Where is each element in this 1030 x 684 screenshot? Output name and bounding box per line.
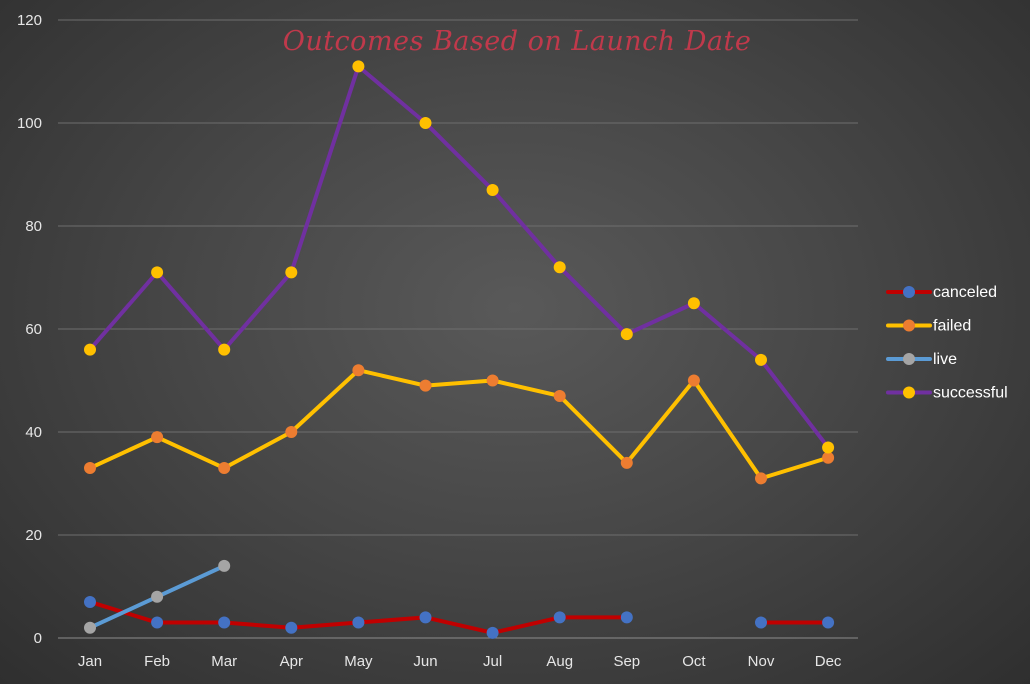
data-point-successful [84, 343, 96, 356]
data-point-canceled [419, 611, 432, 624]
data-point-live [218, 559, 231, 572]
series-line-successful [88, 64, 831, 450]
data-point-successful [151, 266, 164, 279]
data-point-successful [755, 353, 767, 366]
data-point-failed [84, 462, 96, 475]
legend-marker-canceled [903, 286, 915, 298]
legend-item-failed: failed [886, 318, 971, 335]
data-point-canceled [352, 616, 365, 629]
data-point-failed [553, 389, 566, 402]
data-point-failed [687, 374, 700, 387]
data-point-successful [486, 183, 499, 196]
x-tick-label: Dec [815, 653, 842, 670]
y-tick-label: 60 [25, 321, 42, 338]
data-point-failed [486, 374, 499, 387]
data-point-failed [218, 462, 231, 475]
data-point-canceled [486, 626, 499, 639]
x-tick-label: Feb [144, 653, 170, 670]
y-tick-label: 100 [17, 115, 42, 132]
data-point-live [151, 590, 164, 603]
x-tick-label: May [344, 653, 373, 670]
y-tick-label: 0 [34, 630, 42, 647]
x-tick-label: Jul [483, 653, 502, 670]
x-tick-label: Mar [211, 653, 237, 670]
x-axis: Jan Feb Mar Apr May Jun Jul Aug Sep Oct Nov Dec [78, 653, 842, 670]
legend-label-live: live [933, 351, 957, 368]
gridlines [58, 19, 858, 639]
data-point-canceled [151, 616, 164, 629]
data-point-failed [822, 451, 835, 464]
legend: canceled failed live successful [886, 284, 1008, 402]
data-point-failed [352, 364, 365, 377]
x-tick-label: Oct [682, 653, 706, 670]
legend-label-failed: failed [933, 318, 971, 335]
x-tick-label: Sep [613, 653, 640, 670]
series-line-failed [88, 368, 831, 481]
chart-title: Outcomes Based on Launch Date [283, 26, 752, 57]
data-point-successful [620, 328, 633, 341]
data-point-canceled [620, 611, 633, 624]
data-point-failed [285, 426, 298, 438]
data-point-failed [755, 472, 767, 485]
x-tick-label: Aug [546, 653, 573, 670]
data-point-canceled [755, 616, 767, 629]
legend-marker-live [903, 353, 915, 365]
data-point-successful [687, 297, 700, 310]
data-point-canceled [822, 616, 835, 629]
legend-label-canceled: canceled [933, 284, 997, 301]
data-point-successful [352, 60, 365, 73]
series-lines [88, 64, 831, 635]
legend-item-live: live [886, 351, 957, 368]
data-point-canceled [218, 616, 231, 629]
data-point-canceled [285, 621, 298, 634]
data-point-failed [151, 431, 164, 444]
legend-item-successful: successful [886, 385, 1008, 402]
series-markers [84, 60, 835, 639]
x-tick-label: Jun [413, 653, 437, 670]
data-point-successful [553, 261, 566, 274]
data-point-successful [822, 441, 835, 454]
legend-marker-failed [903, 319, 915, 332]
data-point-failed [419, 379, 432, 392]
data-point-successful [218, 343, 231, 356]
x-tick-label: Apr [280, 653, 303, 670]
data-point-failed [620, 456, 633, 469]
legend-item-canceled: canceled [886, 284, 997, 301]
data-point-canceled [84, 595, 96, 608]
y-tick-label: 80 [25, 218, 42, 235]
y-tick-label: 120 [17, 12, 42, 29]
data-point-successful [285, 266, 298, 279]
legend-label-successful: successful [933, 385, 1008, 402]
y-axis: 0 20 40 60 80 100 120 [17, 12, 42, 647]
data-point-canceled [553, 611, 566, 624]
legend-marker-successful [903, 386, 915, 399]
x-tick-label: Jan [78, 653, 102, 670]
y-tick-label: 20 [25, 527, 42, 544]
y-tick-label: 40 [25, 424, 42, 441]
x-tick-label: Nov [748, 653, 775, 670]
data-point-successful [419, 117, 432, 129]
data-point-live [84, 621, 96, 634]
